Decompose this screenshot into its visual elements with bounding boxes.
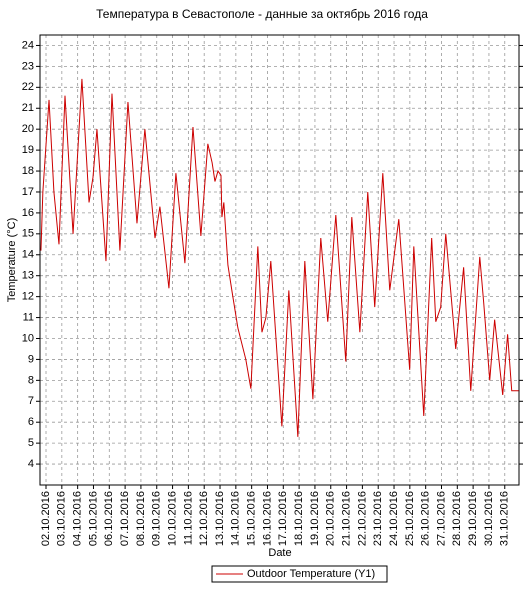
x-tick-label: 22.10.2016 — [356, 491, 368, 546]
x-tick-label: 31.10.2016 — [499, 491, 511, 546]
y-axis-label: Temperature (°C) — [6, 218, 18, 302]
y-tick-label: 7 — [28, 395, 34, 407]
y-tick-label: 12 — [22, 291, 34, 303]
x-axis-label: Date — [268, 547, 291, 559]
x-tick-label: 14.10.2016 — [230, 491, 242, 546]
x-tick-label: 03.10.2016 — [56, 491, 68, 546]
data-line — [40, 78, 519, 437]
x-tick-label: 13.10.2016 — [214, 491, 226, 546]
x-tick-label: 28.10.2016 — [451, 491, 463, 546]
y-tick-label: 8 — [28, 374, 34, 386]
y-tick-label: 24 — [22, 39, 34, 51]
y-tick-label: 15 — [22, 228, 34, 240]
x-tick-label: 05.10.2016 — [87, 491, 99, 546]
x-tick-label: 17.10.2016 — [277, 491, 289, 546]
x-tick-label: 30.10.2016 — [483, 491, 495, 546]
x-tick-label: 15.10.2016 — [246, 491, 258, 546]
legend-label: Outdoor Temperature (Y1) — [247, 568, 375, 580]
plot-area — [40, 35, 519, 485]
legend-box — [211, 565, 388, 583]
y-tick-label: 23 — [22, 60, 34, 72]
y-tick-label: 21 — [22, 102, 34, 114]
y-tick-label: 20 — [22, 123, 34, 135]
x-tick-label: 20.10.2016 — [325, 491, 337, 546]
chart-title: Температура в Севастополе - данные за ок… — [96, 7, 428, 21]
x-tick-label: 18.10.2016 — [293, 491, 305, 546]
x-tick-label: 21.10.2016 — [340, 491, 352, 546]
y-tick-label: 6 — [28, 416, 34, 428]
y-tick-label: 19 — [22, 144, 34, 156]
x-tick-label: 08.10.2016 — [135, 491, 147, 546]
x-tick-label: 27.10.2016 — [435, 491, 447, 546]
x-tick-label: 24.10.2016 — [388, 491, 400, 546]
x-tick-label: 10.10.2016 — [166, 491, 178, 546]
x-tick-label: 29.10.2016 — [467, 491, 479, 546]
x-tick-label: 11.10.2016 — [182, 491, 194, 545]
y-tick-label: 14 — [22, 249, 34, 261]
y-tick-label: 18 — [22, 165, 34, 177]
y-tick-label: 5 — [28, 437, 34, 449]
x-tick-label: 02.10.2016 — [40, 491, 52, 546]
y-tick-label: 17 — [22, 186, 34, 198]
y-tick-label: 11 — [23, 311, 34, 323]
x-tick-label: 25.10.2016 — [404, 491, 416, 546]
y-tick-label: 22 — [22, 81, 34, 93]
plot-border — [39, 34, 520, 486]
x-tick-label: 06.10.2016 — [103, 491, 115, 546]
y-tick-label: 10 — [22, 332, 34, 344]
x-tick-label: 19.10.2016 — [309, 491, 321, 546]
x-tick-label: 12.10.2016 — [198, 491, 210, 546]
legend: Outdoor Temperature (Y1) — [211, 565, 388, 583]
y-tick-label: 13 — [22, 270, 34, 282]
x-tick-label: 09.10.2016 — [151, 491, 163, 546]
x-tick-label: 16.10.2016 — [261, 491, 273, 546]
y-tick-label: 9 — [28, 353, 34, 365]
x-tick-label: 07.10.2016 — [119, 491, 131, 546]
x-tick-label: 26.10.2016 — [420, 491, 432, 546]
x-tick-label: 23.10.2016 — [372, 491, 384, 546]
y-tick-label: 16 — [22, 207, 34, 219]
y-tick-label: 4 — [28, 458, 34, 470]
x-tick-label: 04.10.2016 — [72, 491, 84, 546]
